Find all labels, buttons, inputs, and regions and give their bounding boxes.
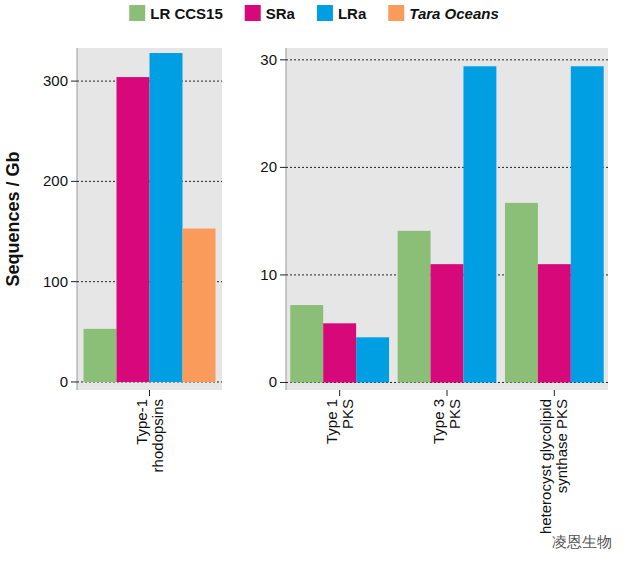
bar: [538, 264, 571, 382]
x-tick-label: Type-1rhodopsins: [133, 399, 166, 472]
bar: [323, 323, 356, 382]
y-tick-label: 0: [60, 373, 68, 390]
plot-background: [286, 48, 608, 390]
legend-label: LR CCS15: [150, 5, 223, 22]
bar: [183, 229, 216, 382]
plot-background: [77, 48, 222, 390]
bar: [290, 305, 323, 382]
y-tick: [71, 381, 77, 382]
y-tick: [71, 181, 77, 182]
grid-line: [286, 59, 608, 60]
y-tick-label: 10: [260, 266, 277, 283]
y-tick-label: 300: [43, 72, 68, 89]
y-axis-line: [77, 48, 78, 390]
bar: [431, 264, 464, 382]
y-tick-label: 200: [43, 172, 68, 189]
x-tick-label: heterocyst glycolipidsynthase PKS: [537, 399, 570, 534]
legend-label: Tara Oceans: [409, 5, 499, 22]
bars: [290, 66, 603, 382]
watermark: 凌恩生物: [552, 533, 612, 550]
y-tick: [280, 167, 286, 168]
legend-swatch: [317, 5, 333, 21]
x-tick-label-line: Type 1: [323, 399, 340, 444]
bar: [571, 66, 604, 382]
x-tick: [149, 390, 150, 396]
x-tick-label-line: PKS: [339, 399, 356, 429]
x-tick-label-line: heterocyst glycolipid: [537, 399, 554, 534]
y-tick: [280, 274, 286, 275]
y-tick: [280, 382, 286, 383]
y-tick: [280, 59, 286, 60]
y-axis-label: Sequences / Gb: [3, 151, 23, 286]
x-tick-label-line: Type-1: [133, 399, 150, 445]
grid-line: [286, 167, 608, 168]
legend-label: LRa: [338, 5, 367, 22]
legend-swatch: [245, 5, 261, 21]
y-tick-label: 0: [269, 373, 277, 390]
bar: [117, 77, 150, 382]
y-tick: [71, 81, 77, 82]
x-tick-label: Type 3PKS: [430, 399, 463, 444]
legend-swatch: [129, 5, 145, 21]
legend-label: SRa: [266, 5, 296, 22]
bar: [84, 329, 117, 382]
y-tick: [71, 281, 77, 282]
bar: [398, 231, 431, 383]
x-tick-label-line: synthase PKS: [553, 399, 570, 493]
x-tick: [447, 390, 448, 396]
bar: [150, 53, 183, 382]
bars: [84, 53, 216, 382]
chart-root: 0100200300Type-1rhodopsinsSequences / Gb…: [0, 0, 628, 567]
y-tick-label: 30: [260, 51, 277, 68]
legend-swatch: [388, 5, 404, 21]
x-tick-label: Type 1PKS: [323, 399, 356, 444]
y-tick-label: 100: [43, 273, 68, 290]
bar: [505, 203, 538, 383]
x-tick-label-line: PKS: [446, 399, 463, 429]
x-tick: [339, 390, 340, 396]
x-tick-label-line: rhodopsins: [149, 399, 166, 472]
x-tick: [554, 390, 555, 396]
bar: [463, 66, 496, 382]
y-axis-line: [286, 48, 287, 390]
bar: [356, 337, 389, 382]
legend: LR CCS15 SRa LRa Tara Oceans: [129, 5, 499, 22]
x-tick-label-line: Type 3: [430, 399, 447, 444]
y-tick-label: 20: [260, 158, 277, 175]
